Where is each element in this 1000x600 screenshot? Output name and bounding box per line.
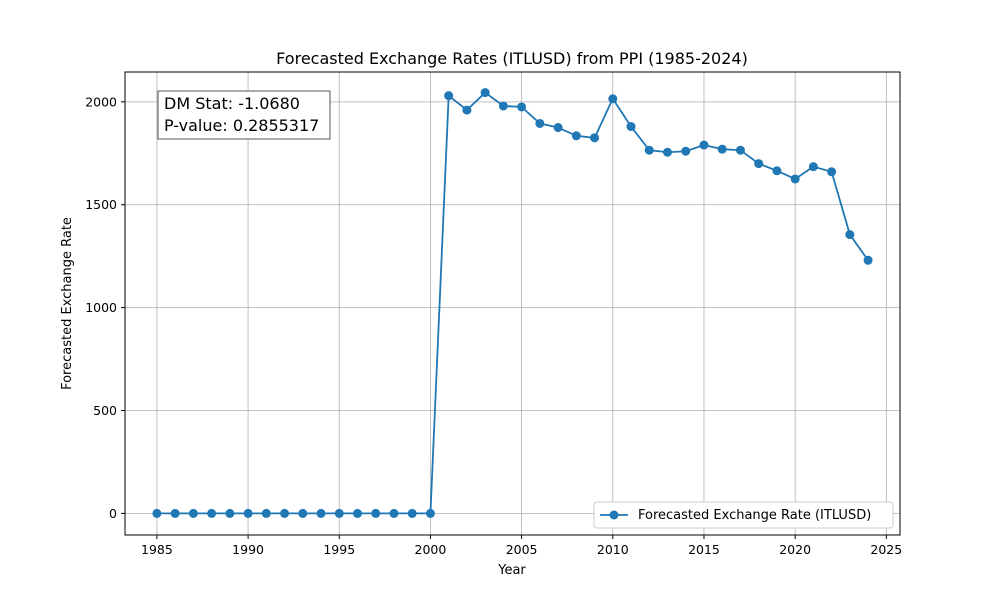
axis-ticks: 1985 1990 1995 2000 2005 2010 2015 2020 2025 0 500…	[85, 94, 902, 557]
y-tick-label: 1500	[85, 197, 117, 212]
data-point	[462, 105, 472, 115]
x-tick-label: 2020	[779, 542, 811, 557]
x-tick-label: 2005	[506, 542, 538, 557]
annotation-frame	[157, 90, 331, 140]
legend-label: Forecasted Exchange Rate (ITLUSD)	[638, 508, 871, 523]
data-point	[425, 508, 435, 518]
x-tick-label: 1985	[141, 542, 173, 557]
data-point	[188, 508, 198, 518]
data-point	[207, 508, 217, 518]
data-point	[553, 123, 563, 133]
data-point	[608, 94, 618, 104]
data-point	[699, 140, 709, 150]
x-axis-label: Year	[497, 563, 526, 578]
data-point	[498, 101, 508, 111]
data-point	[644, 145, 654, 155]
y-tick-label: 0	[109, 506, 117, 521]
chart-title: Forecasted Exchange Rates (ITLUSD) from …	[276, 49, 748, 68]
data-point	[535, 118, 545, 128]
data-point	[590, 133, 600, 143]
data-point	[353, 508, 362, 518]
x-tick-label: 1990	[232, 542, 264, 557]
data-point	[626, 122, 636, 132]
y-axis-label: Forecasted Exchange Rate	[60, 217, 75, 390]
data-point	[772, 166, 782, 176]
data-point	[863, 255, 873, 265]
data-point	[170, 508, 180, 518]
x-tick-label: 2015	[688, 542, 720, 557]
data-point	[754, 159, 764, 169]
grid	[125, 72, 900, 535]
x-tick-label: 1995	[323, 542, 355, 557]
x-tick-label: 2000	[415, 542, 447, 557]
legend-frame	[593, 501, 894, 529]
data-point	[407, 508, 417, 518]
data-point	[517, 102, 527, 112]
data-point	[808, 162, 818, 172]
y-tick-label: 2000	[85, 94, 117, 109]
data-point	[152, 508, 162, 518]
data-point	[334, 508, 344, 518]
y-tick-label: 1000	[85, 300, 117, 315]
data-point	[444, 91, 454, 101]
plot-frame	[124, 71, 901, 536]
legend: Forecasted Exchange Rate (ITLUSD)	[593, 501, 894, 529]
p-value-text: P-value: 0.2855317	[164, 116, 319, 135]
data-point	[261, 508, 271, 518]
data-point	[243, 508, 253, 518]
y-tick-label: 500	[93, 403, 117, 418]
data-point	[827, 167, 837, 177]
data-point	[663, 147, 672, 157]
x-tick-label: 2025	[870, 542, 902, 557]
annotation-box: DM Stat: -1.0680 P-value: 0.2855317	[157, 90, 331, 140]
data-point	[316, 508, 326, 518]
dm-stat-text: DM Stat: -1.0680	[164, 94, 300, 113]
data-point	[280, 508, 290, 518]
data-point	[480, 88, 490, 98]
data-point	[790, 174, 800, 184]
legend-marker	[609, 510, 619, 520]
data-point	[389, 508, 399, 518]
data-point	[717, 144, 727, 154]
data-point	[225, 508, 235, 518]
data-point	[298, 508, 308, 518]
data-point	[571, 131, 581, 141]
data-point	[681, 146, 691, 156]
data-point	[845, 230, 855, 240]
series-group	[152, 88, 873, 518]
data-point	[735, 145, 745, 155]
data-point	[371, 508, 381, 518]
x-tick-label: 2010	[597, 542, 629, 557]
series-line	[156, 91, 869, 515]
